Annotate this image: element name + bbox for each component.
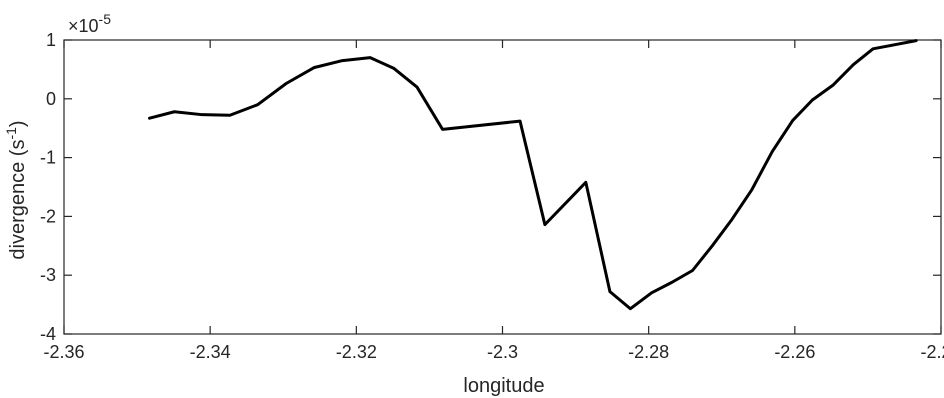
y-axis-ticks: -4 -3 -2 -1 0 1 bbox=[40, 30, 941, 344]
x-tick-label: -2.32 bbox=[336, 342, 377, 362]
y-scale-factor: ×10 bbox=[68, 16, 99, 36]
x-axis-label: longitude bbox=[463, 375, 544, 397]
y-scale-exponent: -5 bbox=[99, 11, 112, 27]
x-tick-label: -2.28 bbox=[628, 342, 669, 362]
y-axis-label-main: divergence (s bbox=[7, 140, 29, 260]
y-tick-label: -4 bbox=[40, 324, 56, 344]
x-tick-label: -2.24 bbox=[920, 342, 944, 362]
x-tick-label: -2.34 bbox=[190, 342, 231, 362]
y-tick-label: -1 bbox=[40, 148, 56, 168]
x-tick-label: -2.3 bbox=[487, 342, 518, 362]
y-axis-label-superscript: -1 bbox=[3, 127, 19, 140]
y-tick-label: 1 bbox=[46, 30, 56, 50]
y-tick-label: -3 bbox=[40, 265, 56, 285]
y-axis-label-suffix: ) bbox=[7, 120, 29, 127]
axes-box bbox=[63, 39, 942, 335]
y-tick-label: 0 bbox=[46, 89, 56, 109]
series-layer bbox=[148, 39, 918, 311]
y-tick-label: -2 bbox=[40, 206, 56, 226]
x-tick-label: -2.26 bbox=[774, 342, 815, 362]
x-tick-label: -2.36 bbox=[43, 342, 84, 362]
y-scale-exponent-label: ×10-5 bbox=[68, 11, 111, 36]
series-line-0 bbox=[148, 39, 918, 311]
y-axis-label: divergence (s-1) bbox=[3, 120, 29, 259]
axes-frame bbox=[63, 39, 942, 335]
x-axis-ticks: -2.36 -2.34 -2.32 -2.3 -2.28 -2.26 -2.24 bbox=[43, 40, 944, 362]
